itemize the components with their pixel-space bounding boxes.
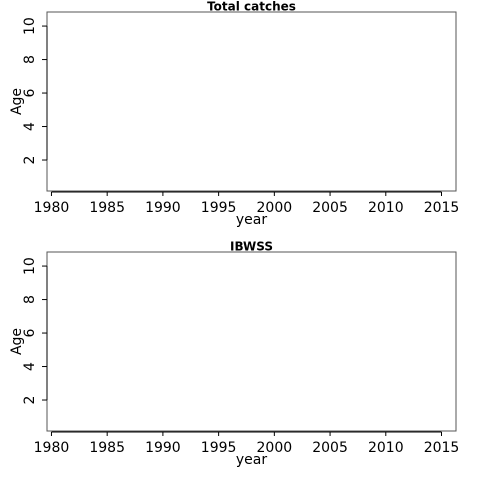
x-tick-label: 1985 (89, 200, 125, 216)
x-axis-label: year (236, 452, 267, 468)
x-axis-label: year (236, 212, 267, 228)
x-tick-label: 1985 (89, 440, 125, 456)
y-tick-label: 6 (22, 329, 38, 338)
chart-title: Total catches (207, 0, 296, 14)
plot-frame (46, 251, 457, 432)
x-tick-label: 2005 (312, 440, 348, 456)
x-tick-label: 1980 (34, 200, 70, 216)
x-tick-label: 1990 (145, 200, 181, 216)
x-tick-label: 1980 (34, 440, 70, 456)
y-tick-label: 10 (22, 17, 38, 35)
x-tick-label: 2010 (368, 440, 404, 456)
y-tick-label: 10 (22, 257, 38, 275)
y-tick-label: 8 (22, 295, 38, 304)
x-tick-label: 1995 (201, 440, 237, 456)
plot-frame (46, 11, 457, 192)
x-tick-label: 1995 (201, 200, 237, 216)
x-tick-label: 2015 (424, 200, 460, 216)
y-axis-label: Age (9, 328, 25, 355)
x-tick-label: 2010 (368, 200, 404, 216)
x-tick-label: 2000 (257, 440, 293, 456)
x-tick-label: 2005 (312, 200, 348, 216)
x-tick-label: 1990 (145, 440, 181, 456)
y-tick-label: 6 (22, 89, 38, 98)
y-tick-label: 2 (22, 156, 38, 165)
y-tick-label: 4 (22, 122, 38, 131)
y-tick-label: 4 (22, 362, 38, 371)
y-tick-label: 8 (22, 55, 38, 64)
x-tick-label: 2000 (257, 200, 293, 216)
y-axis-label: Age (9, 88, 25, 115)
y-tick-label: 2 (22, 396, 38, 405)
x-tick-label: 2015 (424, 440, 460, 456)
chart-title: IBWSS (230, 240, 273, 254)
